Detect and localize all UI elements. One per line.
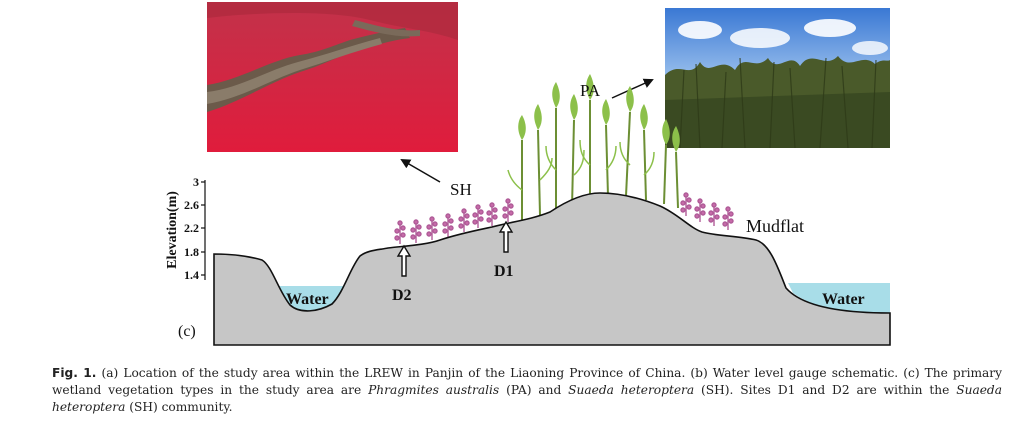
caption-species-pa: Phragmites australis bbox=[368, 383, 500, 397]
d1-label: D1 bbox=[494, 263, 514, 280]
pa-plants bbox=[507, 74, 680, 220]
water-right bbox=[788, 283, 890, 313]
mudflat-label: Mudflat bbox=[746, 216, 804, 236]
caption-text: (SH). Sites D1 and D2 are within the bbox=[694, 383, 957, 397]
sh-label: SH bbox=[450, 180, 472, 199]
caption-species-sh: Suaeda heteroptera bbox=[52, 383, 1002, 414]
y-axis: 3 2.6 2.2 1.8 1.4 Elevation(m) bbox=[165, 175, 206, 282]
y-tick-label: 1.8 bbox=[184, 245, 199, 259]
d1-marker bbox=[498, 220, 514, 253]
figure-caption: Fig. 1. (a) Location of the study area w… bbox=[52, 365, 1002, 416]
y-tick-label: 2.2 bbox=[184, 221, 199, 235]
d2-marker bbox=[396, 244, 412, 277]
caption-text: (a) Location of the study area within th… bbox=[52, 366, 1002, 397]
pa-label: PA bbox=[580, 81, 601, 100]
d2-label: D2 bbox=[392, 287, 412, 304]
figure-panel-c: 3 2.6 2.2 1.8 1.4 Elevation(m) SH PA Mud… bbox=[165, 2, 891, 346]
caption-text: (SH) community. bbox=[125, 400, 233, 414]
sh-photo bbox=[207, 2, 458, 152]
y-axis-title: Elevation(m) bbox=[165, 191, 180, 269]
sh-arrow bbox=[400, 158, 441, 183]
water-right-label: Water bbox=[822, 291, 865, 308]
ground-profile bbox=[213, 192, 891, 346]
caption-species-sh: Suaeda heteroptera bbox=[568, 383, 695, 397]
water-left-label: Water bbox=[286, 291, 329, 308]
caption-label: Fig. 1. bbox=[52, 366, 97, 380]
pa-photo bbox=[665, 8, 890, 149]
y-tick-label: 2.6 bbox=[184, 198, 199, 212]
y-tick-label: 1.4 bbox=[184, 268, 199, 282]
panel-label: (c) bbox=[178, 323, 196, 340]
caption-text: (PA) and bbox=[499, 383, 569, 397]
y-tick-label: 3 bbox=[193, 175, 199, 189]
pa-arrow bbox=[611, 78, 654, 99]
